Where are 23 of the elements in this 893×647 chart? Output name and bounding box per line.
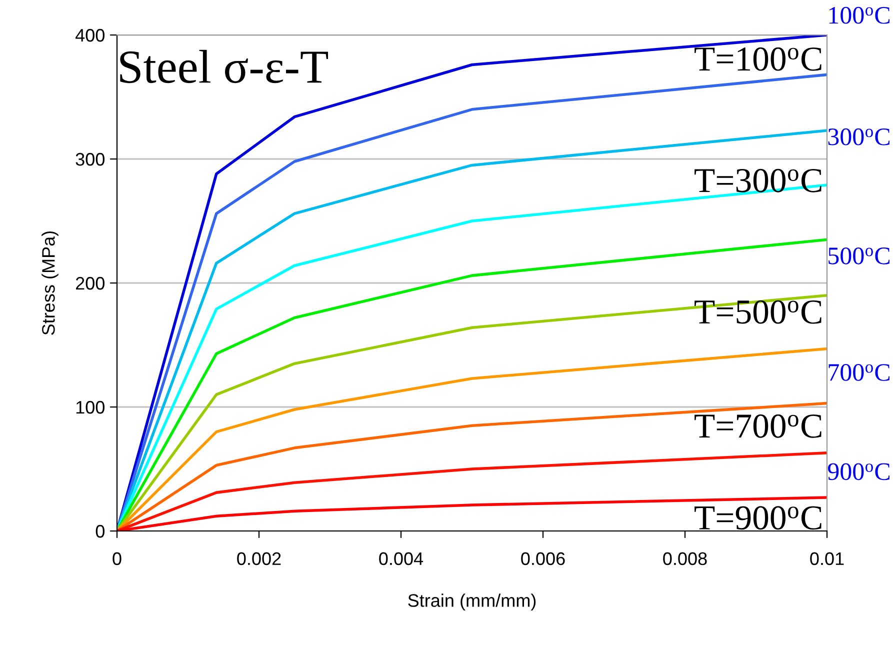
x-axis-title: Strain (mm/mm) xyxy=(408,594,536,610)
annotation: T=500$^{o}$C xyxy=(694,300,822,324)
chart-title: Steel σ-ε-T xyxy=(120,50,328,84)
y-axis-title: Stress (MPa) xyxy=(42,231,58,335)
annotation: T=700$^{o}$C xyxy=(694,414,822,438)
x-tick-label: 0.002 xyxy=(237,552,281,566)
x-tick-label: 0.01 xyxy=(810,552,844,566)
text: 300$^{o}$C xyxy=(828,128,890,146)
x-tick-label: 0 xyxy=(112,552,122,566)
y-tick-label: 400 xyxy=(75,28,104,42)
annotation: T=100$^{o}$C xyxy=(694,47,822,71)
text: 900$^{o}$C xyxy=(828,463,890,480)
x-tick-label: 0.008 xyxy=(663,552,707,566)
x-tick-label: 0.004 xyxy=(379,552,424,566)
x-tick-label: 0.006 xyxy=(521,552,565,566)
y-tick-label: 300 xyxy=(76,152,104,166)
annotation: T=900$^{o}$C xyxy=(694,506,822,530)
y-tick-label: 200 xyxy=(76,276,104,290)
text: 100$^{o}$C xyxy=(829,6,890,24)
text: 700$^{o}$C xyxy=(828,364,890,381)
text: 500$^{o}$C xyxy=(828,247,890,264)
y-tick-label: 0 xyxy=(96,524,104,538)
y-tick-label: 100 xyxy=(76,400,104,414)
